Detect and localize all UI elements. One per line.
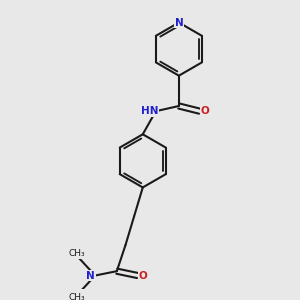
Text: HN: HN <box>141 106 158 116</box>
Text: O: O <box>200 106 209 116</box>
Text: N: N <box>86 271 95 281</box>
Text: O: O <box>138 271 147 281</box>
Text: CH₃: CH₃ <box>68 249 85 258</box>
Text: N: N <box>175 17 183 28</box>
Text: CH₃: CH₃ <box>68 293 85 300</box>
